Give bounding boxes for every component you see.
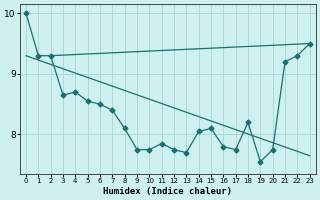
X-axis label: Humidex (Indice chaleur): Humidex (Indice chaleur) xyxy=(103,187,232,196)
